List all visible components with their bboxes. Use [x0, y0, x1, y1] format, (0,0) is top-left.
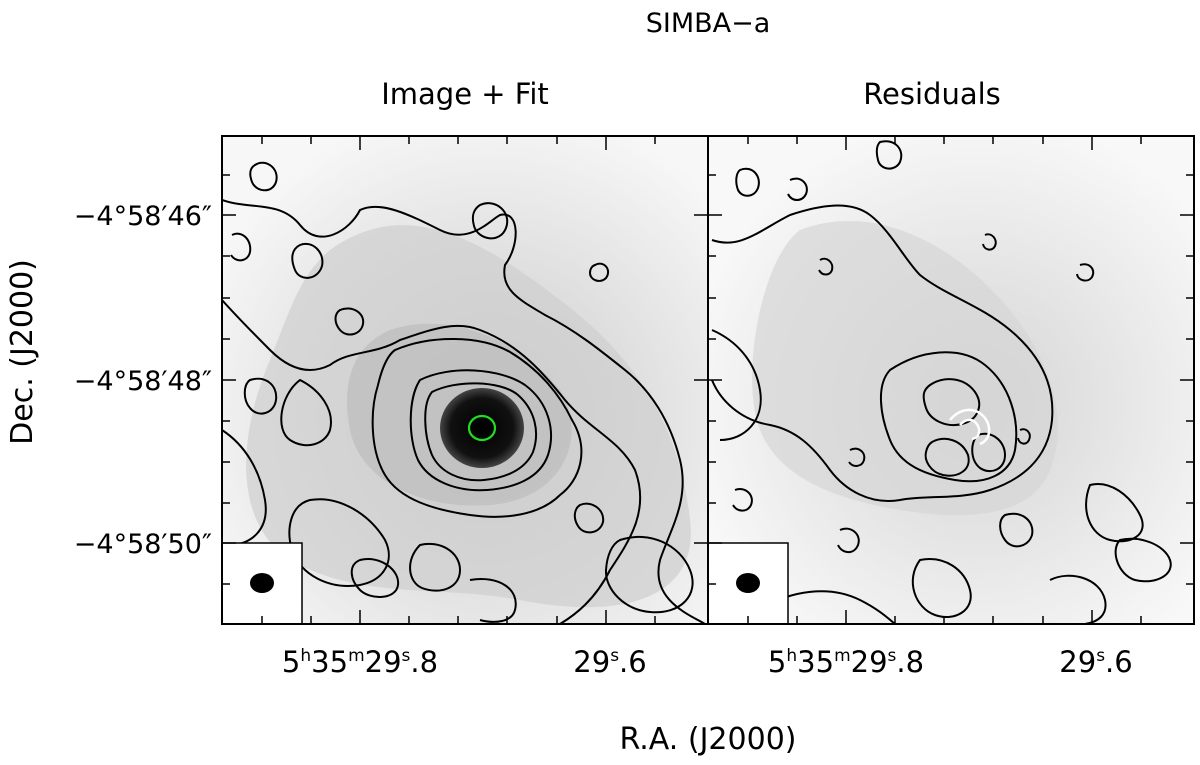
image-area-left — [222, 136, 708, 624]
fit-ellipse — [467, 414, 497, 442]
beam-ellipse-right — [736, 573, 760, 593]
x-tick-label: 29s.6 — [573, 645, 646, 679]
contours-left — [222, 161, 706, 624]
y-tick-label: −4°58′50″ — [74, 529, 212, 560]
figure-title: SIMBA−a — [646, 8, 771, 39]
ticks-left — [222, 136, 708, 624]
beam-ellipse-left — [250, 573, 274, 593]
negative-contours — [949, 408, 991, 446]
x-tick-label: 29s.6 — [1059, 645, 1132, 679]
image-area-right — [708, 136, 1194, 624]
panel-image-fit: Image + Fit — [74, 77, 709, 679]
panel-residuals: Residuals — [707, 77, 1195, 679]
y-axis-label: Dec. (J2000) — [5, 259, 40, 445]
contours-right — [711, 140, 1172, 624]
y-tick-label: −4°58′48″ — [74, 366, 212, 397]
panel-title-residuals: Residuals — [863, 77, 1001, 111]
compact-source — [440, 388, 524, 468]
panel-title-image-fit: Image + Fit — [381, 77, 549, 111]
x-tick-label: 5h35m29s.8 — [282, 645, 438, 679]
x-axis-label: R.A. (J2000) — [620, 722, 797, 757]
y-tick-label: −4°58′46″ — [74, 201, 212, 232]
ticks-right — [708, 136, 1194, 624]
x-tick-label: 5h35m29s.8 — [768, 645, 924, 679]
